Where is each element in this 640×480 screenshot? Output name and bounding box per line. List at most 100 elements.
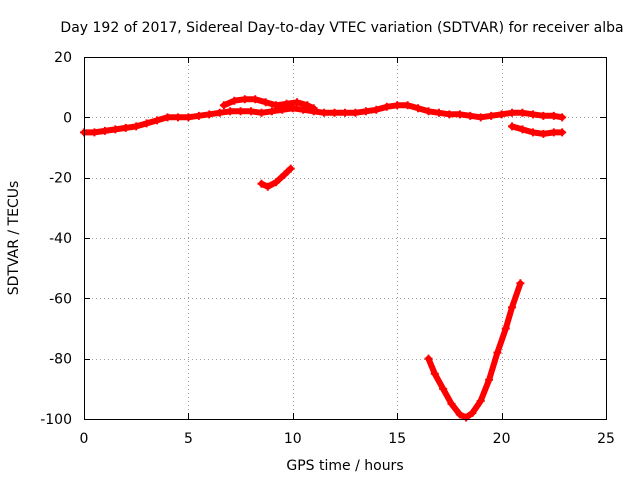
data-point [424, 354, 433, 363]
data-point [286, 164, 295, 173]
data-point [518, 125, 527, 134]
data-point [549, 111, 558, 120]
data-point [447, 399, 456, 408]
y-tick-label: -60 [49, 291, 72, 307]
data-point [539, 111, 548, 120]
data-point [351, 108, 360, 117]
data-point [153, 116, 162, 125]
data-point [280, 170, 289, 179]
data-point [226, 107, 235, 116]
data-point [403, 101, 412, 110]
data-point [434, 108, 443, 117]
data-point [414, 104, 423, 113]
tick-layer: 0 5 10 15 20 25 -100 -80 -60 -40 -20 0 20 [40, 50, 615, 447]
data-point [272, 178, 281, 187]
data-point [487, 111, 496, 120]
y-tick-label: -40 [49, 231, 72, 247]
data-point [466, 111, 475, 120]
data-point [539, 129, 548, 138]
series-small-drop [257, 164, 295, 191]
data-point [330, 108, 339, 117]
data-point [549, 128, 558, 137]
data-point [184, 113, 193, 122]
data-point [263, 182, 272, 191]
data-point [430, 369, 439, 378]
data-point [476, 396, 485, 405]
x-tick-label: 25 [597, 431, 615, 447]
x-tick-label: 20 [493, 431, 511, 447]
series-line [220, 96, 317, 112]
data-point [508, 303, 517, 312]
data-point [236, 107, 245, 116]
data-point [476, 113, 485, 122]
y-tick-label: -100 [40, 412, 72, 428]
data-point [257, 108, 266, 117]
series-deep-dip [424, 279, 525, 422]
data-point [455, 410, 464, 419]
data-point [558, 113, 567, 122]
data-point [309, 104, 318, 113]
series-upper-arc [219, 95, 318, 113]
data-point [272, 101, 281, 110]
x-tick-label: 5 [184, 431, 193, 447]
data-point [424, 107, 433, 116]
data-point [261, 98, 270, 107]
data-point [163, 113, 172, 122]
data-point [111, 125, 120, 134]
data-point [303, 101, 312, 110]
data-point [497, 110, 506, 119]
data-point [247, 107, 256, 116]
data-point [292, 98, 301, 107]
data-point [230, 96, 239, 105]
x-axis-label: GPS time / hours [286, 458, 403, 474]
data-point [439, 384, 448, 393]
data-point [372, 105, 381, 114]
data-point [267, 107, 276, 116]
data-point [121, 123, 130, 132]
data-point [282, 99, 291, 108]
series-late-lower [508, 122, 567, 138]
series-line [425, 280, 524, 421]
data-point [251, 95, 260, 104]
data-point [173, 113, 182, 122]
data-point [528, 110, 537, 119]
data-point [462, 413, 471, 422]
data-point [194, 111, 203, 120]
y-tick-label: -80 [49, 352, 72, 368]
y-axis-label: SDTVAR / TECUs [6, 181, 22, 296]
x-tick-label: 15 [388, 431, 406, 447]
x-tick-label: 0 [80, 431, 89, 447]
data-point [445, 110, 454, 119]
data-point [516, 279, 525, 288]
data-point [219, 101, 228, 110]
data-point [257, 179, 266, 188]
data-point [382, 102, 391, 111]
y-tick-label: 20 [54, 50, 72, 66]
data-point [508, 122, 517, 131]
data-point [393, 101, 402, 110]
data-point [558, 128, 567, 137]
series-main-trace [80, 101, 567, 137]
data-point [493, 348, 502, 357]
data-point [90, 128, 99, 137]
data-point [205, 110, 214, 119]
y-tick-label: 0 [63, 110, 72, 126]
data-point [361, 107, 370, 116]
data-point [528, 128, 537, 137]
data-point [455, 110, 464, 119]
data-point [468, 408, 477, 417]
data-point [132, 122, 141, 131]
data-point [341, 108, 349, 117]
series-layer [80, 95, 567, 422]
data-point [508, 108, 517, 117]
data-point [100, 126, 109, 135]
data-point [240, 95, 249, 104]
data-point [518, 108, 527, 117]
data-point [320, 108, 329, 117]
data-point [142, 119, 151, 128]
data-point [215, 108, 224, 117]
chart-title: Day 192 of 2017, Sidereal Day-to-day VTE… [60, 20, 623, 36]
x-tick-label: 10 [284, 431, 302, 447]
data-point [501, 324, 510, 333]
